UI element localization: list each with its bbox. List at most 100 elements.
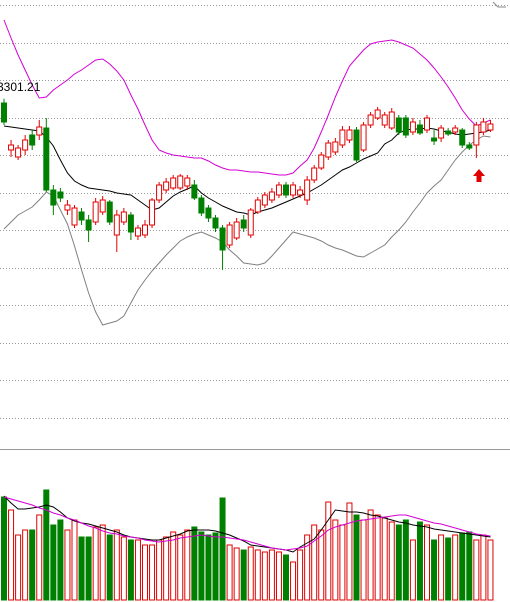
volume-bar xyxy=(283,554,289,601)
candle-body xyxy=(388,111,395,129)
indicator-line xyxy=(3,125,491,216)
candle-body xyxy=(78,211,85,221)
volume-bar xyxy=(43,489,50,601)
corner-icon xyxy=(492,1,506,8)
volume-bar xyxy=(381,517,388,601)
candle-body xyxy=(416,124,423,134)
volume-bar xyxy=(78,536,85,601)
volume-bar xyxy=(367,509,374,601)
volume-bar xyxy=(424,524,430,601)
candle-body xyxy=(254,199,261,213)
indicator-line xyxy=(3,19,491,176)
candle-body xyxy=(113,214,120,236)
volume-bar xyxy=(156,539,163,601)
candle-body xyxy=(8,144,15,151)
candle-body xyxy=(233,221,240,239)
volume-bar xyxy=(261,551,268,601)
candle-body xyxy=(170,177,177,189)
candle-body xyxy=(198,197,205,214)
candle-body xyxy=(360,124,367,151)
volume-bar xyxy=(226,544,233,601)
volume-bar xyxy=(142,544,148,601)
volume-bar xyxy=(219,497,226,601)
candle-body xyxy=(487,123,494,131)
volume-bar xyxy=(29,529,36,601)
volume-bar xyxy=(304,534,311,601)
candle-body xyxy=(261,194,268,206)
volume-bar xyxy=(205,534,212,601)
candle-body xyxy=(22,139,29,151)
candle-body xyxy=(297,189,304,196)
candle-body xyxy=(205,207,212,219)
indicator-line xyxy=(3,496,491,551)
volume-bar xyxy=(459,532,466,601)
candle-body xyxy=(311,167,318,181)
volume-bar xyxy=(445,537,452,601)
indicator-line xyxy=(3,135,491,326)
volume-bar xyxy=(473,539,480,601)
volume-bar xyxy=(64,529,71,601)
volume-bar xyxy=(416,521,423,601)
candle-body xyxy=(99,199,106,213)
volume-bar xyxy=(438,534,445,601)
candle-body xyxy=(57,191,64,199)
candle-body xyxy=(466,144,473,149)
volume-bar xyxy=(247,546,254,601)
volume-bar xyxy=(268,549,275,601)
volume-bar xyxy=(431,539,438,601)
candle-body xyxy=(50,189,57,206)
candle-body xyxy=(367,114,374,126)
candle-body xyxy=(459,129,466,146)
volume-bar xyxy=(71,519,78,601)
volume-bar xyxy=(149,544,156,601)
candle-body xyxy=(226,224,233,246)
volume-bar xyxy=(311,524,318,601)
volume-bar xyxy=(254,549,261,601)
candle-body xyxy=(480,121,487,133)
candle-body xyxy=(71,207,78,226)
candle-body xyxy=(156,184,163,201)
volume-bar xyxy=(339,524,346,601)
candle-body xyxy=(339,129,346,146)
candle-body xyxy=(402,117,409,136)
volume-bar xyxy=(163,536,170,601)
volume-bar xyxy=(332,519,339,601)
volume-bar xyxy=(452,534,459,601)
volume-bar xyxy=(325,501,332,601)
candle-body xyxy=(374,109,381,119)
candle-body xyxy=(445,130,452,135)
candle-body xyxy=(381,114,388,126)
candle-body xyxy=(85,219,92,231)
candle-body xyxy=(191,184,198,199)
volume-bar xyxy=(466,531,473,601)
volume-bar xyxy=(1,496,7,601)
candle-body xyxy=(473,124,480,146)
volume-bar xyxy=(346,502,353,601)
candle-body xyxy=(43,127,50,191)
candle-body xyxy=(106,201,113,223)
candle-body xyxy=(452,127,459,133)
volume-bar xyxy=(275,551,282,601)
signal-arrow xyxy=(473,169,485,182)
volume-bar xyxy=(233,547,240,601)
volume-bar xyxy=(388,521,395,601)
candle-body xyxy=(127,214,134,233)
volume-bar xyxy=(92,526,99,601)
candle-body xyxy=(304,179,311,201)
candle-body xyxy=(247,209,254,236)
candle-body xyxy=(120,211,127,223)
volume-bar xyxy=(240,549,247,601)
volume-bar xyxy=(374,514,381,601)
candle-body xyxy=(275,184,282,196)
candle-body xyxy=(346,129,353,141)
candle-body xyxy=(1,102,7,123)
volume-bar xyxy=(290,561,297,601)
candle-body xyxy=(424,117,430,131)
volume-bar xyxy=(480,534,487,601)
volume-bar xyxy=(360,519,367,601)
volume-bar xyxy=(36,514,43,601)
volume-bar xyxy=(402,519,409,601)
candle-body xyxy=(325,142,332,158)
